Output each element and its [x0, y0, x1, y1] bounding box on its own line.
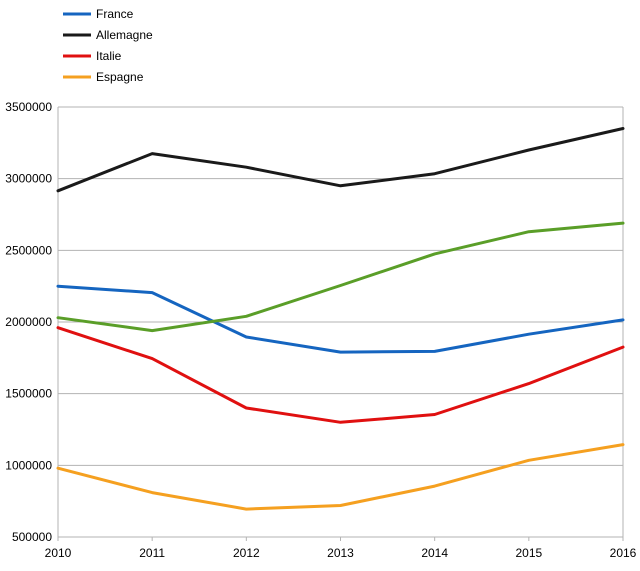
gridlines [58, 106, 623, 538]
y-tick-label: 3000000 [5, 172, 52, 186]
series-line-france [56, 284, 625, 354]
x-tick-label: 2015 [515, 546, 542, 560]
legend-label: Italie [96, 49, 122, 63]
y-tick-label: 3500000 [5, 100, 52, 114]
x-tick-label: 2014 [421, 546, 448, 560]
series-lines [56, 127, 625, 511]
series-line-espagne [56, 443, 625, 511]
legend-label: Espagne [96, 70, 144, 84]
y-tick-label: 2000000 [5, 315, 52, 329]
legend-label: Allemagne [96, 28, 153, 42]
legend-label: France [96, 7, 134, 21]
series-line-allemagne [56, 127, 625, 193]
y-axis-tick-labels: 500000 1000000 1500000 2000000 2500000 300000… [5, 100, 52, 544]
x-tick-label: 2012 [233, 546, 260, 560]
x-tick-label: 2011 [139, 546, 165, 560]
series-line-unnamed-green [56, 221, 625, 333]
x-tick-label: 2010 [45, 546, 72, 560]
y-tick-label: 500000 [12, 530, 52, 544]
legend: France Allemagne Italie Espagne [63, 7, 153, 84]
y-tick-label: 2500000 [5, 243, 52, 257]
x-tick-label: 2013 [327, 546, 354, 560]
series-line-italie [56, 326, 625, 424]
x-tick-label: 2016 [610, 546, 637, 560]
y-tick-label: 1500000 [5, 387, 52, 401]
axes [57, 107, 624, 541]
y-tick-label: 1000000 [5, 458, 52, 472]
x-axis-tick-labels: 2010 2011 2012 2013 2014 2015 2016 [45, 546, 637, 560]
